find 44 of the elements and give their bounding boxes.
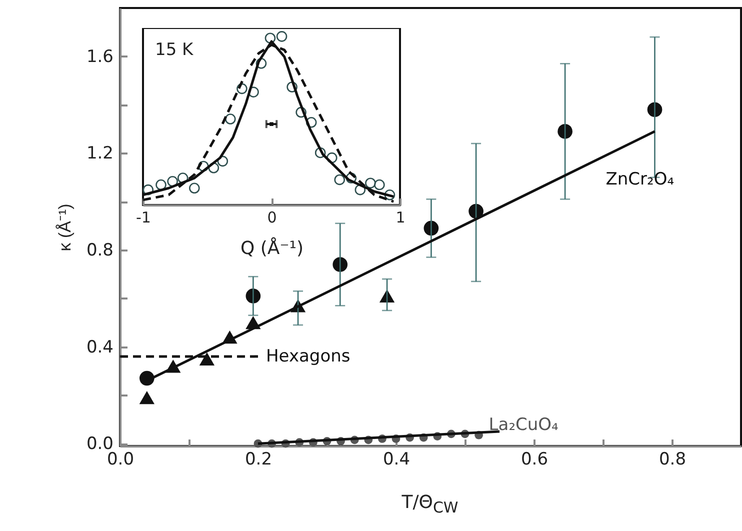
point — [208, 162, 220, 174]
x-tick-label: 0.0 — [106, 450, 134, 470]
point — [296, 106, 306, 118]
point — [326, 152, 338, 164]
x-axis-title: Q (Å⁻¹) — [240, 238, 304, 259]
y-tick-label: 1.2 — [86, 144, 114, 164]
point — [286, 82, 298, 92]
x-tick-label: 0.4 — [382, 450, 410, 470]
point — [167, 176, 178, 187]
point — [264, 32, 276, 44]
y-tick-label: 1.6 — [86, 46, 114, 67]
x-axis-title: T/Θ$_{CW}$ — [402, 492, 458, 517]
point — [142, 184, 154, 196]
point — [189, 182, 200, 194]
y-axis-title: κ (Å⁻¹) — [55, 204, 74, 252]
point — [248, 86, 259, 98]
point — [224, 114, 236, 124]
point — [139, 391, 154, 404]
x-tick-label: 0.2 — [244, 450, 272, 470]
point — [306, 117, 317, 128]
point — [365, 178, 376, 188]
point — [236, 83, 248, 94]
point — [314, 147, 326, 158]
point — [334, 174, 345, 186]
series-label: ZnCr₂O₄ — [606, 169, 674, 190]
x-tick-label: 1 — [396, 208, 406, 226]
point — [276, 31, 288, 42]
point — [346, 172, 357, 184]
point — [199, 352, 215, 366]
y-tick-label: 0.8 — [86, 240, 114, 260]
x-tick-label: 0.8 — [658, 450, 686, 470]
x-tick-label: -1 — [136, 208, 151, 226]
annotation: 15 K — [155, 40, 194, 60]
point — [384, 190, 396, 200]
point — [156, 179, 166, 190]
series-label: La₂CuO₄ — [488, 415, 559, 436]
x-tick-label: 0.6 — [520, 450, 548, 470]
x-tick-label: 0 — [267, 208, 277, 226]
point — [374, 179, 385, 190]
point — [558, 124, 572, 139]
point — [198, 160, 209, 172]
point — [256, 58, 267, 69]
series-label: Hexagons — [266, 346, 350, 366]
y-tick-label: 0.4 — [86, 337, 114, 358]
